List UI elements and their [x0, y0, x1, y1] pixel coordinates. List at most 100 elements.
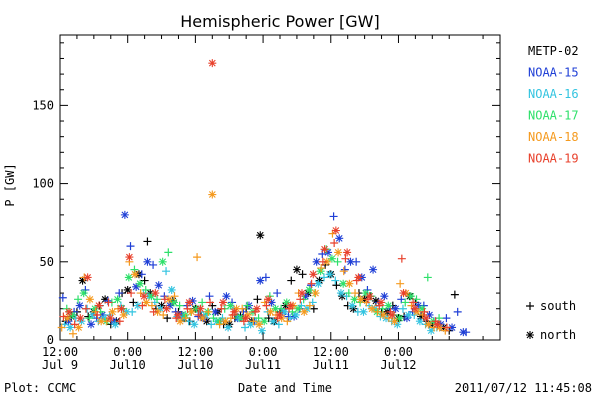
data-point-north [108, 307, 117, 316]
data-point-south [153, 295, 162, 304]
data-point-south [330, 239, 339, 248]
data-point-south [130, 265, 139, 274]
data-point-south [254, 314, 263, 323]
data-point-north [294, 304, 303, 313]
data-point-south [423, 273, 432, 282]
data-point-north [406, 292, 415, 301]
data-point-north [256, 276, 265, 285]
data-point-south [396, 279, 405, 288]
data-point-north [415, 317, 424, 326]
x-tick-label: Jul 9 [42, 358, 78, 372]
data-point-south [126, 242, 135, 251]
data-point-north [76, 314, 85, 323]
legend-marker-north: north [526, 328, 576, 342]
data-point-north [425, 310, 434, 319]
data-point-south [207, 320, 216, 329]
data-point-north [77, 317, 86, 326]
data-point-north [305, 285, 314, 294]
data-point-north [391, 304, 400, 313]
data-point-north [343, 248, 352, 257]
data-point-north [365, 292, 374, 301]
data-point-north [196, 304, 205, 313]
data-point-north [221, 317, 230, 326]
data-point-south [58, 293, 67, 302]
legend-marker-label: north [540, 328, 576, 342]
data-point-north [119, 310, 128, 319]
data-point-north [312, 257, 321, 266]
data-point-north [101, 295, 110, 304]
data-point-south [243, 301, 252, 310]
data-point-north [124, 273, 133, 282]
data-point-north [208, 190, 217, 199]
data-point-north [281, 301, 290, 310]
data-point-south [149, 307, 158, 316]
x-tick-label: 12:00 [177, 345, 213, 359]
data-point-north [64, 317, 73, 326]
data-point-north [106, 314, 115, 323]
data-point-north [433, 320, 442, 329]
data-point-north [187, 307, 196, 316]
data-point-north [158, 257, 167, 266]
data-point-north [424, 320, 433, 329]
data-point-north [185, 298, 194, 307]
data-point-north [225, 320, 234, 329]
footer-plot-credit: Plot: CCMC [4, 381, 76, 395]
data-point-north [320, 245, 329, 254]
x-tick-label: Jul12 [380, 358, 416, 372]
data-point-north [132, 282, 141, 291]
data-point-south [287, 276, 296, 285]
data-point-south [320, 273, 328, 282]
data-point-north [367, 304, 376, 313]
data-point-north [280, 307, 289, 316]
data-point-south [273, 289, 282, 298]
data-point-south [193, 253, 202, 262]
data-point-north [198, 314, 207, 323]
data-point-north [246, 320, 255, 329]
data-point-south [93, 310, 102, 319]
data-point-south [332, 281, 341, 290]
data-point-south [253, 295, 262, 304]
data-point-south [59, 312, 68, 321]
data-point-north [311, 289, 320, 298]
data-point-south [137, 270, 146, 279]
data-point-north [125, 253, 134, 262]
data-point-north [354, 273, 363, 282]
data-point-north [78, 276, 87, 285]
data-point-north [335, 234, 344, 243]
y-tick-label: 50 [40, 255, 54, 269]
data-point-north [349, 304, 358, 313]
legend-series-noaa-18: NOAA-18 [528, 130, 579, 144]
data-point-north [232, 304, 241, 313]
data-point-north [402, 314, 411, 323]
data-point-south [104, 298, 113, 307]
data-point-north [151, 289, 160, 298]
y-tick-label: 0 [47, 333, 54, 347]
data-point-south [141, 285, 150, 294]
data-point-north [395, 314, 404, 323]
data-point-south [115, 289, 124, 298]
data-point-north [120, 210, 129, 219]
data-point-north [243, 310, 252, 319]
data-point-north [404, 310, 413, 319]
data-point-south [198, 298, 207, 307]
data-point-north [282, 298, 291, 307]
data-point-south [170, 292, 179, 301]
data-point-south [129, 298, 138, 307]
data-point-north [292, 265, 301, 274]
data-point-north [75, 301, 84, 310]
data-point-south [127, 289, 136, 298]
legend-series-noaa-16: NOAA-16 [528, 87, 579, 101]
data-point-north [65, 307, 74, 316]
data-point-north [413, 307, 422, 316]
data-point-north [371, 296, 380, 305]
data-point-north [399, 289, 408, 298]
data-point-north [369, 265, 378, 274]
x-tick-label: Jul11 [245, 358, 281, 372]
data-point-south [81, 304, 90, 313]
data-point-north [219, 298, 228, 307]
data-point-south [373, 307, 382, 316]
data-point-south [164, 248, 173, 257]
data-point-north [241, 314, 250, 323]
data-point-north [123, 285, 132, 294]
data-point-north [154, 281, 163, 290]
